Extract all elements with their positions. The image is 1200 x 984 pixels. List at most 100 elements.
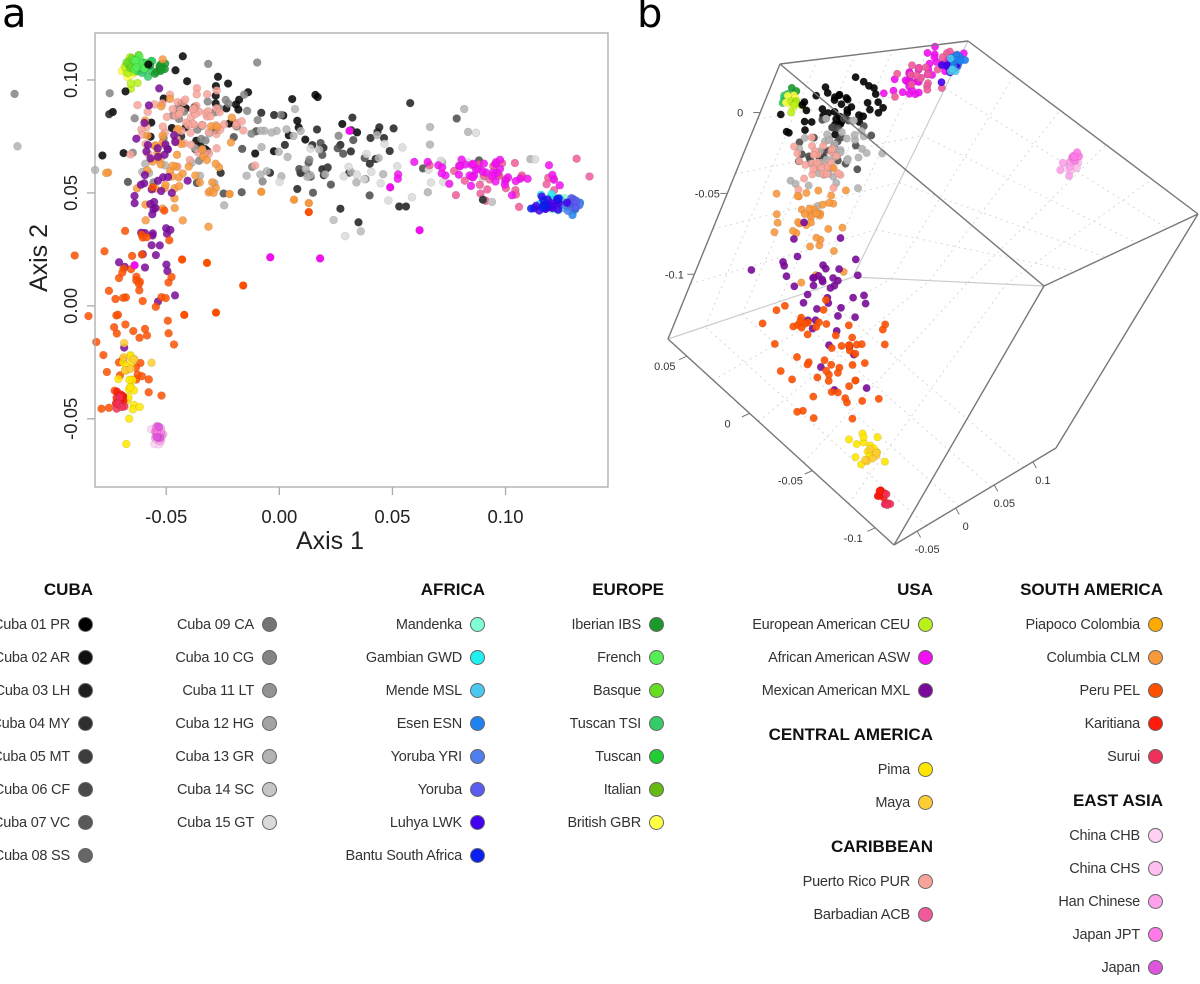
grid-line [735,134,923,175]
x-tick-label-a: 0.00 [261,506,297,527]
point-columbia-clm [814,186,823,195]
point-barbadian-acb [460,176,470,185]
legend-label: Cuba 01 PR [0,616,70,633]
point-bantu-south-africa [554,194,564,203]
tick-mark [678,355,688,361]
point-cuba-01-pr [223,79,233,88]
point-peru-pel [819,305,828,314]
point-puerto-rico-pur [809,164,818,173]
point-cuba-03-lh [292,184,302,194]
point-peru-pel [84,311,93,321]
legend-swatch-icon [262,617,277,632]
legend-label: Esen ESN [396,715,462,732]
point-iberian-ibs [150,69,160,79]
legend-swatch-icon [262,716,277,731]
point-puerto-rico-pur [158,122,168,131]
point-peru-pel [845,382,854,391]
point-puerto-rico-pur [198,121,207,130]
legend-swatch-icon [262,650,277,665]
point-puerto-rico-pur [206,112,215,121]
tick-label: 0.1 [1035,475,1050,487]
point-peru-pel [881,320,890,329]
point-cuba-13-gr [303,172,312,182]
point-cuba-05-mt [336,204,345,213]
tick-label: -0.05 [695,188,720,200]
point-peru-pel [304,207,314,217]
legend-label: Yoruba YRI [390,748,463,765]
point-cuba-01-pr [800,117,809,126]
tick-mark [867,527,876,532]
legend-label: Piapoco Colombia [1025,616,1141,633]
point-mexican-american-mxl [114,257,124,267]
point-columbia-clm [208,178,217,187]
legend-group-title: USA [897,580,933,599]
point-cuba-15-gt [306,144,315,153]
point-peru-pel [70,251,79,260]
point-cuba-15-gt [359,174,369,184]
point-peru-pel [880,340,889,349]
point-cuba-10-cg [201,136,210,145]
point-puerto-rico-pur [212,144,221,153]
point-yoruba [571,196,581,205]
point-cuba-01-pr [843,105,852,114]
point-columbia-clm [211,159,220,169]
point-columbia-clm [773,218,782,227]
point-cuba-01-pr [879,103,888,112]
legend-swatch-icon [1148,749,1163,764]
point-peru-pel [820,356,829,365]
legend-swatch-icon [918,907,933,922]
point-columbia-clm [788,226,798,235]
tick-mark [741,412,750,418]
point-african-american-asw [487,172,497,181]
point-cuba-01-pr [800,97,809,107]
point-peru-pel [844,341,854,350]
point-columbia-clm [178,216,188,225]
point-peru-pel [144,387,153,397]
legend-group-title: CENTRAL AMERICA [768,725,933,744]
y-axis-a: -0.05 0.00 0.05 0.10 [60,62,95,440]
point-mende-msl [948,65,957,74]
legend-label: Cuba 08 SS [0,847,70,864]
legend-label: Cuba 14 SC [177,781,254,798]
point-cuba-13-gr [804,181,813,190]
point-cuba-15-gt [340,231,350,241]
point-barbadian-acb [912,71,921,80]
legend-swatch-icon [649,782,664,797]
point-cuba-01-pr [837,100,846,109]
point-cuba-15-gt [407,192,417,202]
point-african-american-asw [468,159,478,168]
tick-mark [916,530,922,538]
legend-swatch-icon [1148,716,1163,731]
legend-item-european-american-ceu: European American CEU [752,608,933,641]
legend-label: Iberian IBS [571,616,641,633]
point-peru-pel [135,333,144,343]
legend-label: Cuba 07 VC [0,814,70,831]
legend-item-basque: Basque [567,674,664,707]
legend-item-mende-msl: Mende MSL [345,674,485,707]
point-peru-pel [770,339,779,349]
point-cuba-01-pr [863,98,872,107]
point-puerto-rico-pur [215,107,224,117]
point-puerto-rico-pur [829,183,838,192]
legend-swatch-icon [262,749,277,764]
tick-label: 0 [737,108,743,120]
point-luhya-lwk [937,60,946,70]
point-peru-pel [827,344,836,353]
legend-group-title: AFRICA [420,580,485,599]
point-cuba-06-cf [326,180,336,189]
point-mexican-american-mxl [809,281,818,290]
point-cuba-15-gt [426,178,436,187]
point-peru-pel [118,268,127,277]
back-edges-b [667,40,1045,340]
point-cuba-01-pr [776,110,785,119]
point-peru-pel [813,373,822,382]
point-columbia-clm [168,161,177,170]
point-cuba-13-gr [282,125,291,134]
legend-item-cuba-14-sc: Cuba 14 SC [175,773,277,806]
legend-item-luhya-lwk: Luhya LWK [345,806,485,839]
point-european-american-ceu [787,108,796,117]
point-peru-pel [238,281,248,290]
point-cuba-03-lh [280,140,290,150]
point-mexican-american-mxl [171,137,180,147]
point-cuba-13-gr [423,187,433,197]
